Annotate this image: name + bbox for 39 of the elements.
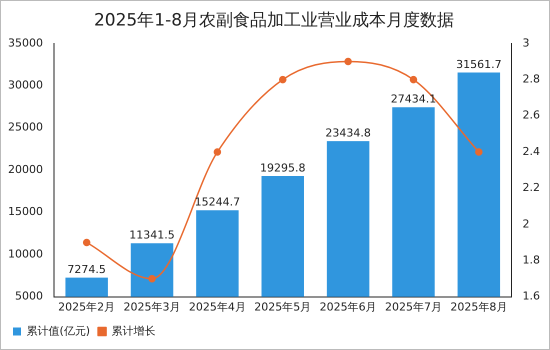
x-tick-label: 2025年3月 bbox=[124, 300, 181, 314]
point bbox=[279, 76, 286, 84]
data-label: 27434.1 bbox=[390, 92, 436, 106]
data-label: 7274.5 bbox=[67, 262, 106, 276]
y2-tick-label: 3 bbox=[522, 36, 530, 50]
x-tick-label: 2025年4月 bbox=[188, 300, 246, 314]
point bbox=[475, 148, 483, 156]
y2-tick-label: 1.6 bbox=[522, 290, 540, 303]
y-tick-label: 5000 bbox=[14, 290, 43, 303]
point bbox=[148, 274, 156, 282]
y-tick-label: 25000 bbox=[8, 120, 43, 134]
x-tick-label: 2025年5月 bbox=[254, 300, 312, 314]
point bbox=[344, 58, 352, 66]
y2-tick-label: 2.2 bbox=[522, 181, 540, 194]
y-tick-label: 30000 bbox=[8, 78, 43, 92]
y-tick-label: 20000 bbox=[8, 162, 43, 176]
point bbox=[410, 76, 418, 84]
x-tick-label: 2025年6月 bbox=[320, 300, 377, 314]
y-tick-label: 15000 bbox=[8, 205, 43, 218]
data-label: 31561.7 bbox=[456, 58, 502, 71]
data-label: 11341.5 bbox=[129, 228, 175, 242]
y-tick-label: 35000 bbox=[8, 36, 43, 50]
y2-tick-label: 2.6 bbox=[522, 108, 540, 122]
point bbox=[82, 238, 90, 246]
y2-tick-label: 1.8 bbox=[522, 253, 540, 266]
legend-label: 累计增长 bbox=[112, 324, 156, 338]
y2-tick-label: 2 bbox=[522, 217, 530, 230]
legend-label: 累计值(亿元) bbox=[26, 324, 90, 338]
data-label: 23434.8 bbox=[325, 126, 371, 140]
data-label: 19295.8 bbox=[260, 161, 306, 174]
y2-tick-label: 2.4 bbox=[522, 144, 540, 158]
x-tick-label: 2025年8月 bbox=[450, 300, 508, 314]
x-tick-label: 2025年7月 bbox=[384, 300, 442, 314]
data-label: 15244.7 bbox=[194, 196, 240, 209]
chart-title: 2025年1-8月农副食品加工业营业成本月度数据 bbox=[94, 10, 454, 31]
y-tick-label: 10000 bbox=[8, 247, 43, 260]
y2-tick-label: 2.8 bbox=[522, 72, 540, 86]
point bbox=[214, 148, 222, 156]
x-tick-label: 2025年2月 bbox=[58, 300, 116, 314]
